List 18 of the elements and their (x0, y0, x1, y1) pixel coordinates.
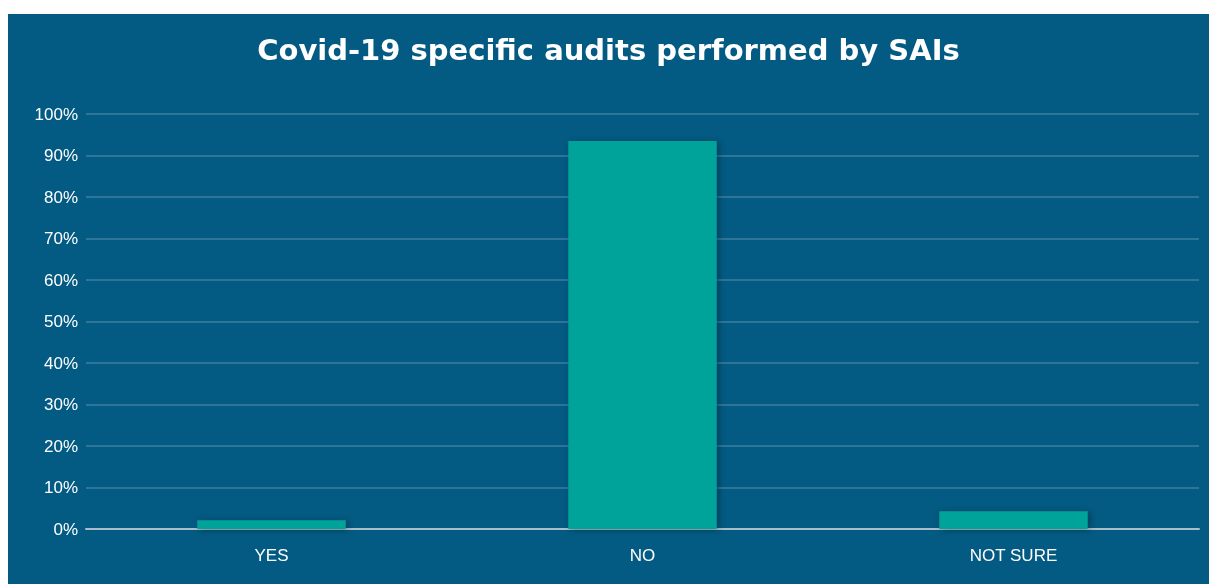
bar (568, 140, 717, 529)
x-tick-label: NOT SURE (969, 546, 1058, 565)
x-tick-label: NO (629, 546, 656, 565)
y-tick-label: 20% (43, 436, 78, 456)
y-tick-label: 10% (43, 478, 78, 497)
x-tick-label: YES (254, 546, 289, 565)
y-tick-label: 100% (34, 104, 78, 124)
bar (939, 511, 1088, 529)
bar (197, 520, 346, 529)
chart-title: Covid-19 specific audits performed by SAIs (257, 32, 960, 67)
y-tick-label: 30% (43, 395, 78, 414)
y-tick-label: 90% (43, 146, 78, 165)
y-tick-label: 0% (53, 519, 78, 539)
y-tick-label: 60% (43, 270, 78, 290)
y-tick-label: 50% (43, 312, 78, 331)
y-tick-label: 40% (43, 353, 78, 373)
y-tick-label: 80% (43, 187, 78, 207)
y-tick-label: 70% (43, 229, 78, 248)
